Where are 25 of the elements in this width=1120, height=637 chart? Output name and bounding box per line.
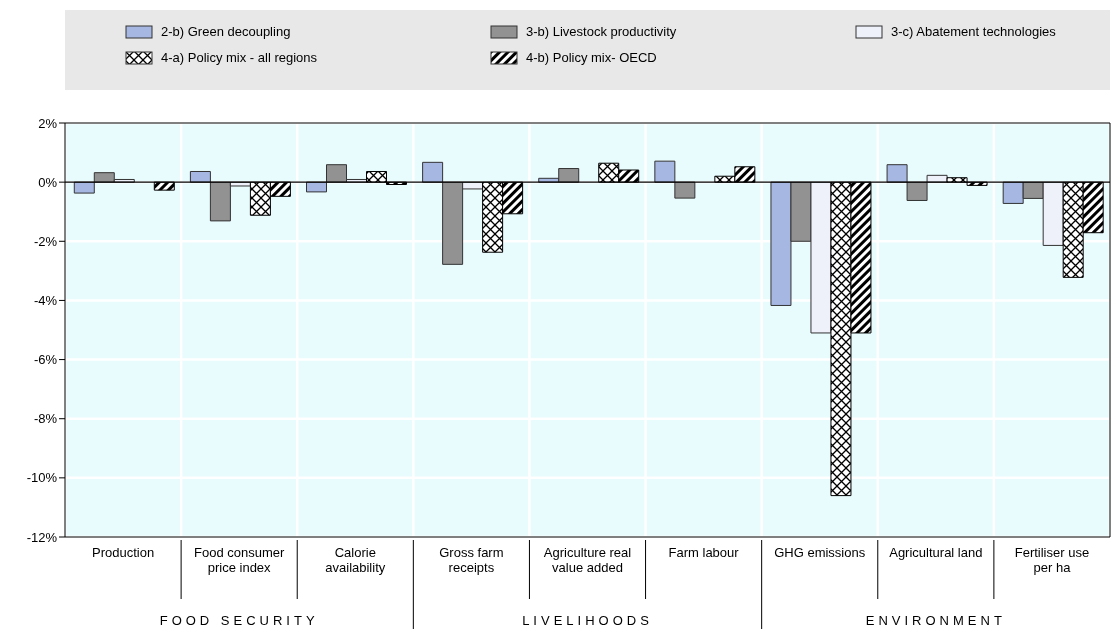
legend-label: 2-b) Green decoupling: [161, 24, 291, 39]
y-tick-label: 2%: [38, 115, 58, 131]
x-tick-label: Farm labour: [668, 545, 740, 560]
y-tick-label: -12%: [26, 529, 58, 545]
x-tick-label: GHG emissions: [774, 545, 866, 560]
y-tick-label: -6%: [33, 352, 58, 368]
y-tick-label: -4%: [33, 293, 58, 309]
text: FOOD SECURITY: [158, 613, 320, 628]
legend-label: 4-b) Policy mix- OECD: [526, 50, 657, 65]
text: ENVIRONMENT: [864, 613, 1007, 628]
x-tick-label: Gross farm receipts: [439, 545, 504, 575]
y-tick-label: 0%: [38, 174, 58, 190]
y-tick-label: -2%: [33, 233, 58, 249]
text: LIVELIHOODS: [521, 613, 654, 628]
x-tick-label: Agriculture real value added: [543, 545, 632, 575]
x-tick-label: Fertiliser use per ha: [1014, 545, 1090, 575]
y-tick-label: -10%: [26, 470, 58, 486]
x-tick-label: Calorie availability: [325, 545, 386, 575]
x-tick-label: Agricultural land: [889, 545, 983, 560]
legend-label: 3-c) Abatement technologies: [891, 24, 1056, 39]
legend-label: 4-a) Policy mix - all regions: [161, 50, 318, 65]
legend-label: 3-b) Livestock productivity: [526, 24, 677, 39]
x-tick-label: Food consumer price index: [194, 545, 285, 575]
y-tick-label: -8%: [33, 411, 58, 427]
x-tick-label: Production: [91, 545, 155, 560]
